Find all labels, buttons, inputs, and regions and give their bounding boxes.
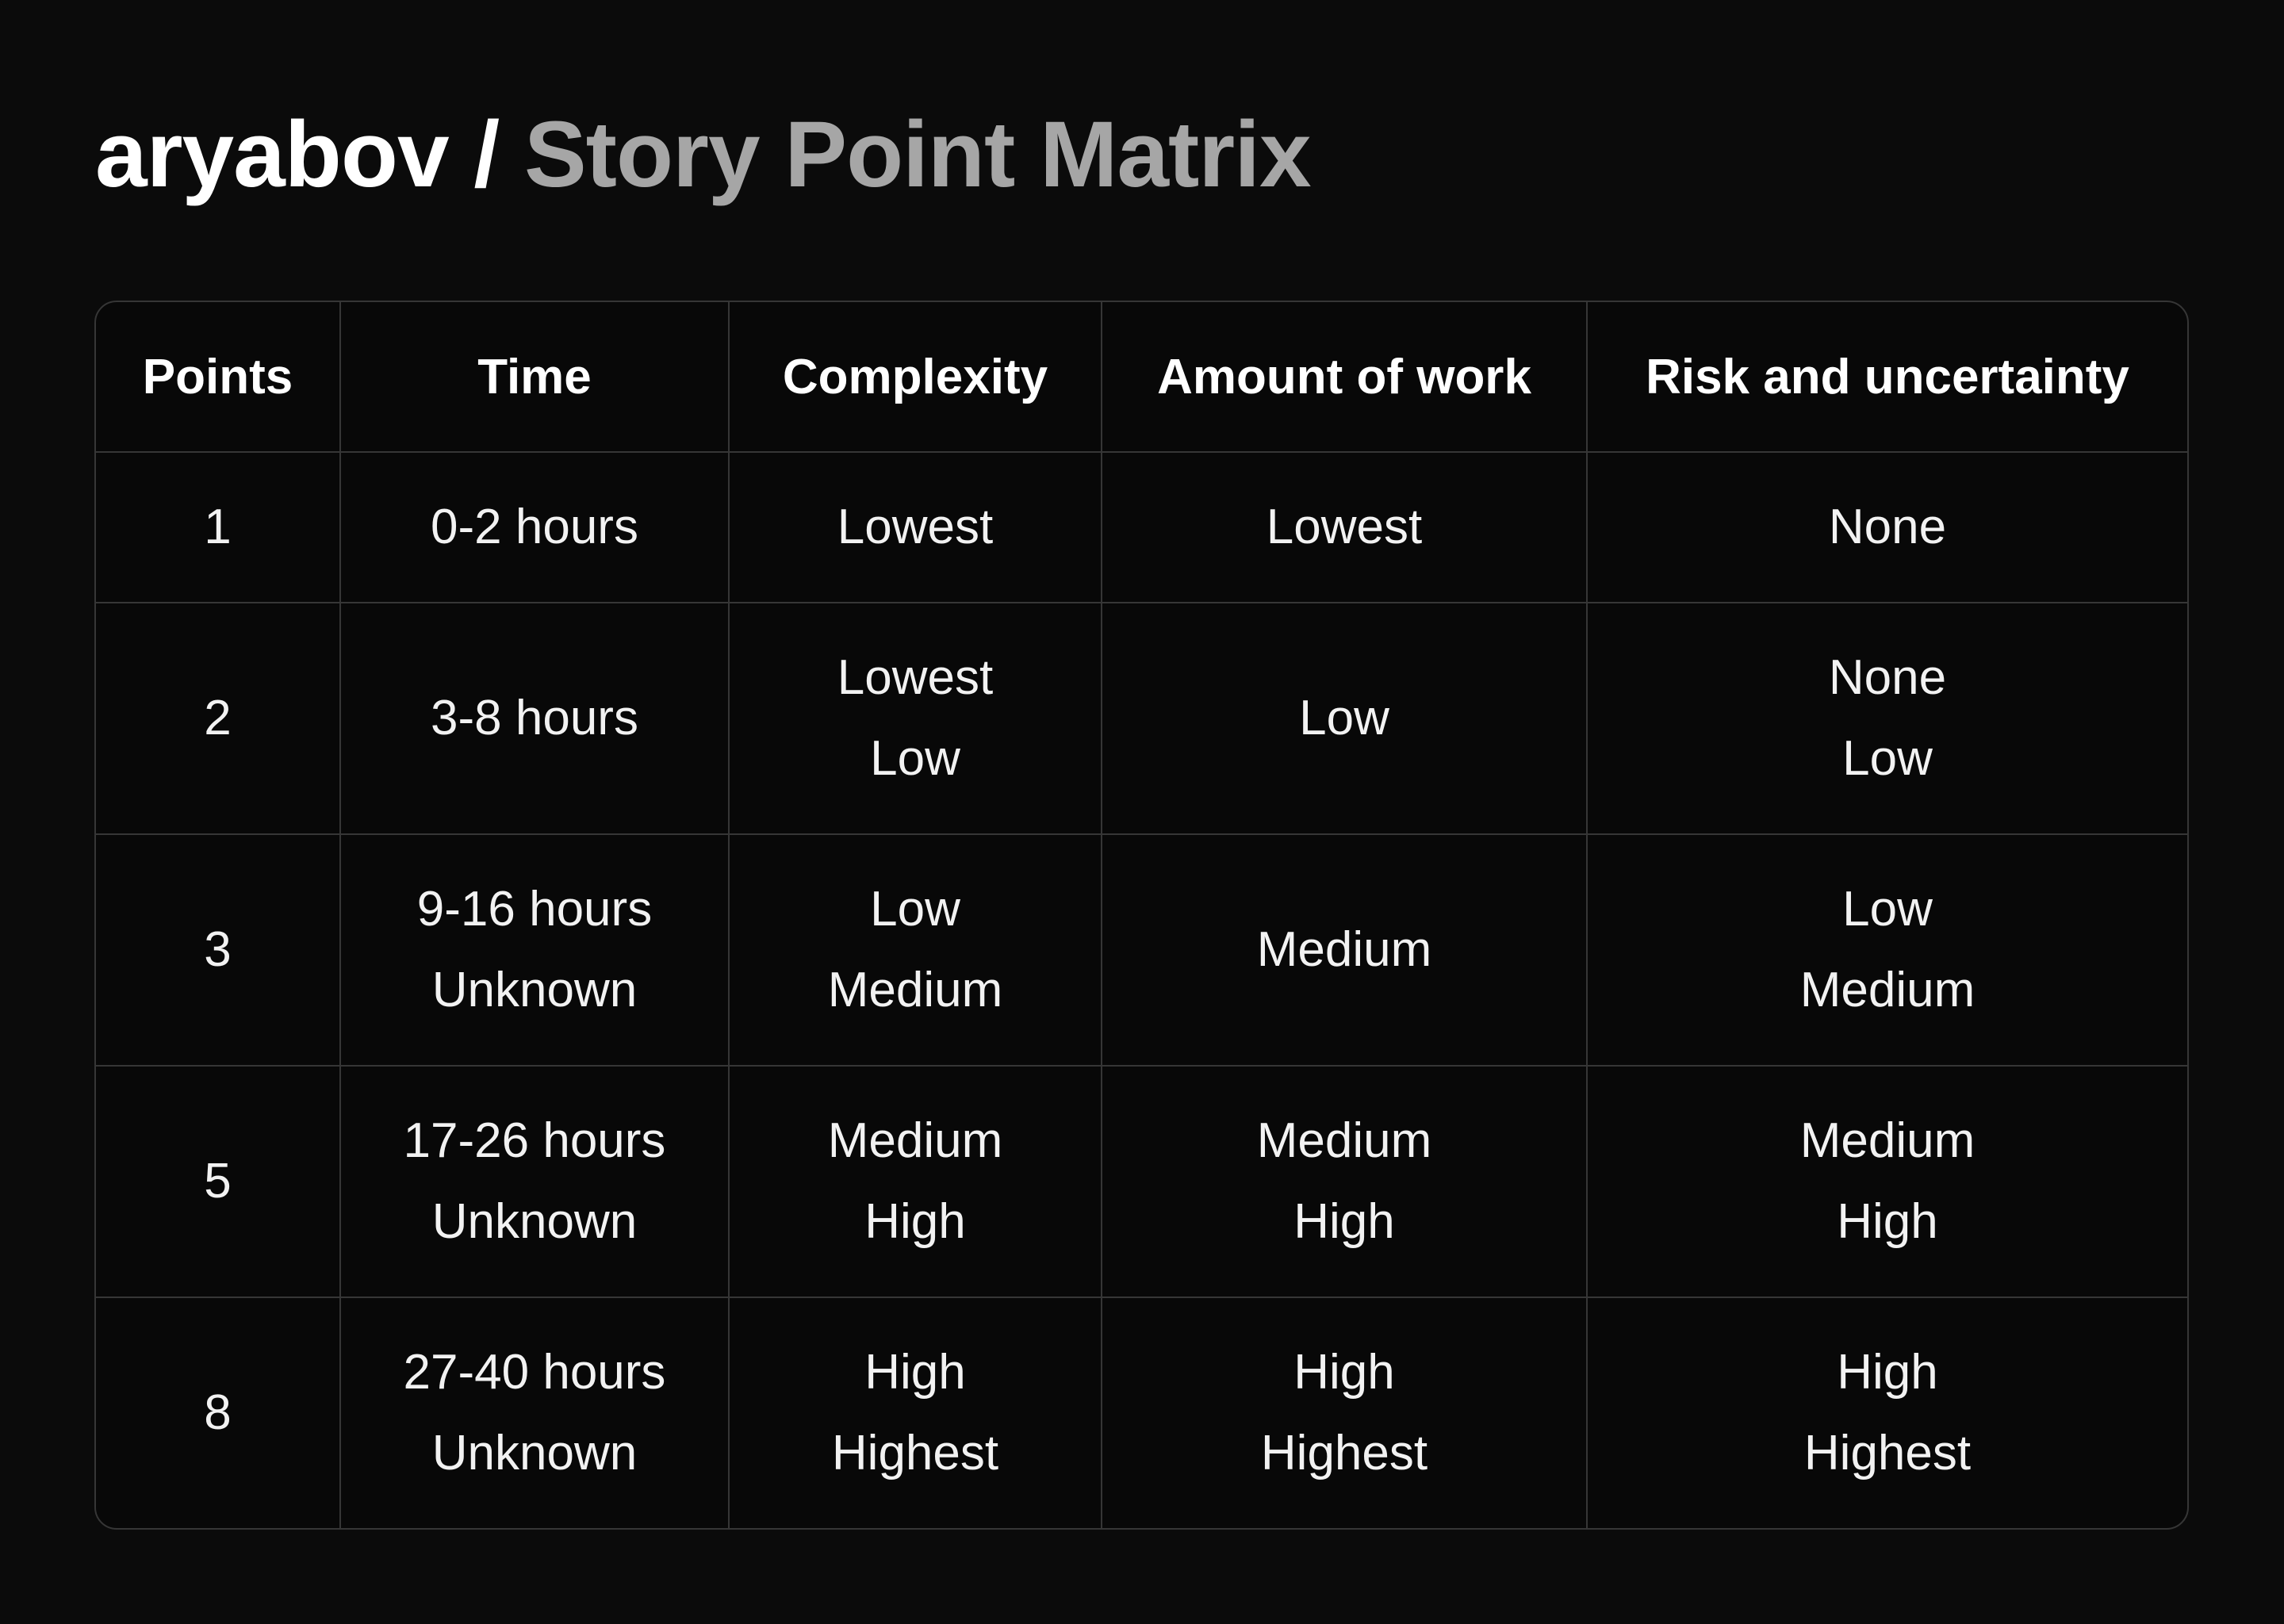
- table-row: 1 0-2 hours Lowest Lowest None: [96, 452, 2187, 603]
- cell-line: None: [1828, 650, 1947, 705]
- points-cell: 5: [96, 1066, 341, 1298]
- work-cell: High Highest: [1102, 1297, 1588, 1528]
- complexity-cell: Low Medium: [729, 834, 1102, 1067]
- time-cell: 27-40 hours Unknown: [340, 1297, 730, 1528]
- work-cell: Low: [1102, 603, 1588, 835]
- complexity-cell: Medium High: [729, 1066, 1102, 1298]
- cell-line: Lowest: [1266, 500, 1423, 554]
- cell-line: Medium: [1799, 1113, 1976, 1168]
- cell-line: Unknown: [431, 963, 638, 1017]
- cell-line: None: [1828, 500, 1947, 554]
- cell-line: 17-26 hours: [403, 1113, 666, 1168]
- cell-line: High: [1837, 1345, 1938, 1400]
- cell-line: High: [1293, 1345, 1395, 1400]
- points-cell: 8: [96, 1297, 341, 1528]
- cell-line: High: [1837, 1194, 1938, 1249]
- cell-line: Lowest: [837, 650, 994, 705]
- risk-cell: Medium High: [1587, 1066, 2187, 1298]
- cell-line: 3-8 hours: [431, 691, 638, 745]
- cell-line: Highest: [831, 1426, 999, 1480]
- cell-line: Medium: [827, 1113, 1003, 1168]
- table-row: 5 17-26 hours Unknown Medium High Medium…: [96, 1066, 2187, 1298]
- table-row: 2 3-8 hours Lowest Low Low None Low: [96, 603, 2187, 835]
- repo-owner-link[interactable]: aryabov: [95, 102, 450, 207]
- complexity-cell: Lowest Low: [729, 603, 1102, 835]
- cell-line: Medium: [1256, 922, 1432, 977]
- title-separator: /: [448, 102, 524, 207]
- cell-line: Low: [1842, 882, 1933, 936]
- column-header-amount-of-work: Amount of work: [1102, 302, 1588, 453]
- points-cell: 1: [96, 452, 341, 603]
- time-cell: 9-16 hours Unknown: [340, 834, 730, 1067]
- cell-line: Unknown: [431, 1194, 638, 1249]
- table-row: 3 9-16 hours Unknown Low Medium Medium L…: [96, 834, 2187, 1067]
- cell-line: Highest: [1260, 1426, 1428, 1480]
- matrix-table: Points Time Complexity Amount of work Ri…: [96, 302, 2187, 1528]
- table-row: 8 27-40 hours Unknown High Highest High …: [96, 1297, 2187, 1528]
- cell-line: Medium: [827, 963, 1003, 1017]
- cell-line: Unknown: [431, 1426, 638, 1480]
- complexity-cell: High Highest: [729, 1297, 1102, 1528]
- cell-line: High: [864, 1194, 966, 1249]
- risk-cell: Low Medium: [1587, 834, 2187, 1067]
- time-cell: 17-26 hours Unknown: [340, 1066, 730, 1298]
- risk-cell: High Highest: [1587, 1297, 2187, 1528]
- header-row: Points Time Complexity Amount of work Ri…: [96, 302, 2187, 453]
- cell-line: Low: [870, 731, 960, 786]
- cell-line: Low: [870, 882, 960, 936]
- cell-line: Low: [1842, 731, 1933, 786]
- work-cell: Medium: [1102, 834, 1588, 1067]
- cell-line: Lowest: [837, 500, 994, 554]
- column-header-complexity: Complexity: [729, 302, 1102, 453]
- cell-line: Medium: [1256, 1113, 1432, 1168]
- cell-line: Medium: [1799, 963, 1976, 1017]
- points-cell: 3: [96, 834, 341, 1067]
- cell-line: High: [864, 1345, 966, 1400]
- page-title: aryabov / Story Point Matrix: [95, 95, 1312, 214]
- repo-name-link[interactable]: Story Point Matrix: [523, 102, 1312, 207]
- column-header-risk-and-uncertainty: Risk and uncertainty: [1587, 302, 2187, 453]
- cell-line: High: [1293, 1194, 1395, 1249]
- risk-cell: None Low: [1587, 603, 2187, 835]
- column-header-points: Points: [96, 302, 341, 453]
- points-cell: 2: [96, 603, 341, 835]
- time-cell: 0-2 hours: [340, 452, 730, 603]
- work-cell: Lowest: [1102, 452, 1588, 603]
- cell-line: 27-40 hours: [403, 1345, 666, 1400]
- work-cell: Medium High: [1102, 1066, 1588, 1298]
- cell-line: Low: [1299, 691, 1389, 745]
- cell-line: Highest: [1803, 1426, 1972, 1480]
- time-cell: 3-8 hours: [340, 603, 730, 835]
- column-header-time: Time: [340, 302, 730, 453]
- complexity-cell: Lowest: [729, 452, 1102, 603]
- risk-cell: None: [1587, 452, 2187, 603]
- story-point-matrix: Points Time Complexity Amount of work Ri…: [94, 301, 2189, 1530]
- cell-line: 9-16 hours: [416, 882, 653, 936]
- cell-line: 0-2 hours: [431, 500, 638, 554]
